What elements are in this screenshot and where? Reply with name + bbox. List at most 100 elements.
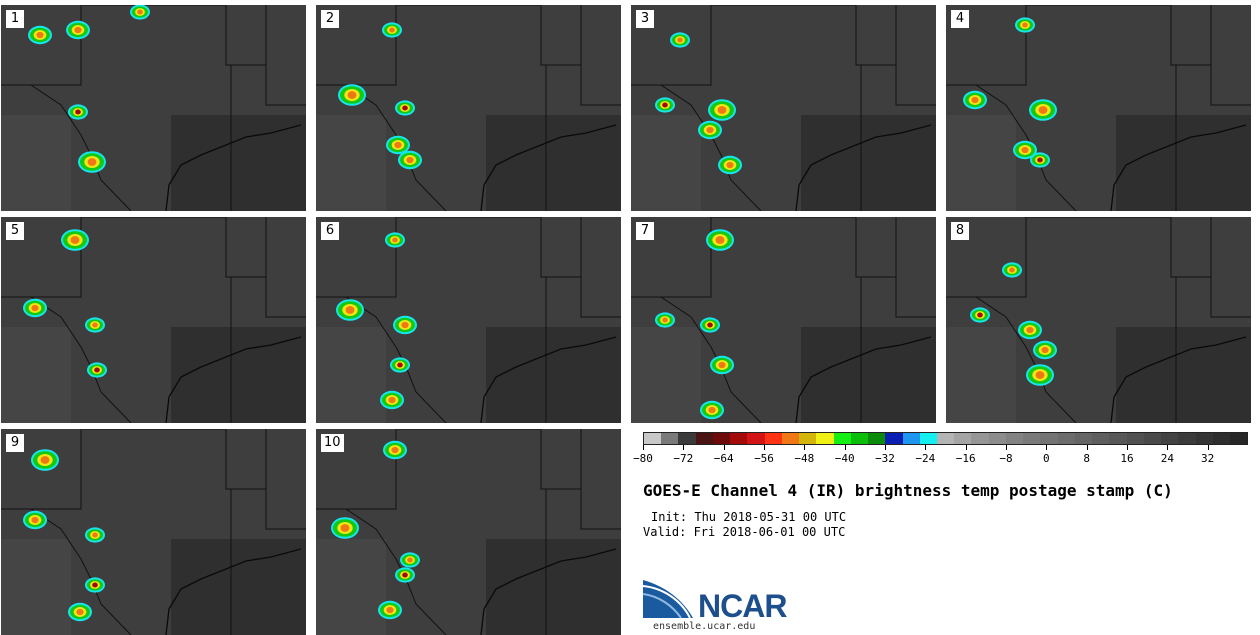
colorbar-swatch	[988, 433, 1006, 444]
tick-label: 0	[1043, 452, 1050, 465]
storm-cell	[331, 517, 359, 539]
storm-cell	[378, 600, 402, 620]
storm-cell	[970, 307, 990, 323]
colorbar-swatch	[850, 433, 869, 444]
panel-9: 9	[1, 429, 306, 635]
storm-cell	[1015, 17, 1035, 33]
colorbar-swatch	[1178, 433, 1196, 444]
tick-label: −8	[999, 452, 1013, 465]
storm-cell	[385, 232, 405, 248]
storm-cell	[706, 229, 734, 251]
colorbar-tick	[885, 445, 886, 450]
colorbar-swatch	[885, 433, 903, 444]
tick-label: −16	[955, 452, 976, 465]
panel-number: 1	[6, 10, 24, 28]
storm-cell	[338, 84, 366, 106]
panel-3: 3	[631, 5, 936, 211]
storm-cell	[78, 151, 106, 173]
storm-cell	[61, 229, 89, 251]
storm-cell	[66, 20, 90, 40]
storm-cell	[1026, 364, 1054, 386]
colorbar-swatch	[971, 433, 989, 444]
colorbar-swatch	[1057, 433, 1075, 444]
init-time: Init: Thu 2018-05-31 00 UTC	[651, 510, 847, 524]
storm-cell	[130, 5, 150, 20]
storm-cell	[336, 299, 364, 321]
storm-cell	[395, 567, 415, 583]
storm-cell	[400, 552, 420, 568]
storm-cell	[393, 315, 417, 335]
storm-cell	[1013, 140, 1037, 160]
colorbar-swatch	[661, 433, 679, 444]
figure-title: GOES-E Channel 4 (IR) brightness temp po…	[643, 481, 1173, 500]
storm-cell	[23, 510, 47, 530]
map-panel	[316, 429, 621, 635]
storm-cell	[31, 449, 59, 471]
colorbar-tick	[683, 445, 685, 450]
colorbar-swatch	[712, 433, 731, 444]
colorbar	[643, 432, 1248, 445]
tick-label: 8	[1083, 452, 1090, 465]
panel-number: 10	[321, 434, 344, 452]
colorbar-tick	[643, 445, 644, 450]
colorbar-swatch	[1143, 433, 1162, 444]
colorbar-swatch	[764, 433, 782, 444]
logo-url: ensemble.ucar.edu	[653, 621, 756, 632]
storm-cell	[1029, 99, 1057, 121]
storm-cell	[386, 135, 410, 155]
colorbar-tick	[1006, 445, 1007, 450]
map-panel	[1, 217, 306, 423]
colorbar-swatch	[816, 433, 834, 444]
tick-label: −72	[673, 452, 694, 465]
colorbar-swatch	[1074, 433, 1093, 444]
colorbar-swatch	[678, 433, 696, 444]
colorbar-ticks: −80 −72 −64 −56 −48 −40 −32 −24 −16 −8 0…	[633, 445, 1248, 465]
storm-cell	[655, 97, 675, 113]
colorbar-swatch	[919, 433, 937, 444]
colorbar-tick	[925, 445, 927, 450]
tick-label: 24	[1160, 452, 1174, 465]
colorbar-swatch	[936, 433, 955, 444]
panel-number: 9	[6, 434, 24, 452]
storm-cell	[68, 104, 88, 120]
colorbar-swatch	[1229, 433, 1248, 444]
tick-label: 32	[1201, 452, 1215, 465]
panel-1: 1	[1, 5, 306, 211]
panel-2: 2	[316, 5, 621, 211]
map-panel	[1, 429, 306, 635]
colorbar-swatch	[954, 433, 972, 444]
colorbar-swatch	[1109, 433, 1127, 444]
tick-label: −24	[915, 452, 936, 465]
colorbar-tick	[1127, 445, 1128, 450]
storm-cell	[963, 90, 987, 110]
colorbar-swatch	[1195, 433, 1213, 444]
colorbar-swatch	[747, 433, 765, 444]
storm-cell	[708, 99, 736, 121]
panel-5: 5	[1, 217, 306, 423]
colorbar-swatch	[1005, 433, 1024, 444]
storm-cell	[1033, 340, 1057, 360]
storm-cell	[398, 150, 422, 170]
panel-7: 7	[631, 217, 936, 423]
storm-cell	[23, 298, 47, 318]
colorbar-swatch	[1023, 433, 1041, 444]
colorbar-swatch	[1126, 433, 1144, 444]
map-panel	[946, 217, 1251, 423]
colorbar-swatch	[1092, 433, 1110, 444]
colorbar-tick	[1167, 445, 1169, 450]
colorbar-tick	[1086, 445, 1088, 450]
storm-cell	[1030, 152, 1050, 168]
storm-cell	[700, 317, 720, 333]
storm-cell	[1002, 262, 1022, 278]
colorbar-swatch	[695, 433, 713, 444]
colorbar-swatch	[644, 433, 662, 444]
tick-label: −40	[834, 452, 855, 465]
panel-4: 4	[946, 5, 1251, 211]
colorbar-swatch	[799, 433, 817, 444]
panel-number: 5	[6, 222, 24, 240]
storm-cell	[655, 312, 675, 328]
storm-cell	[382, 22, 402, 38]
colorbar-swatch	[730, 433, 748, 444]
colorbar-swatch	[868, 433, 886, 444]
colorbar-swatch	[1212, 433, 1230, 444]
